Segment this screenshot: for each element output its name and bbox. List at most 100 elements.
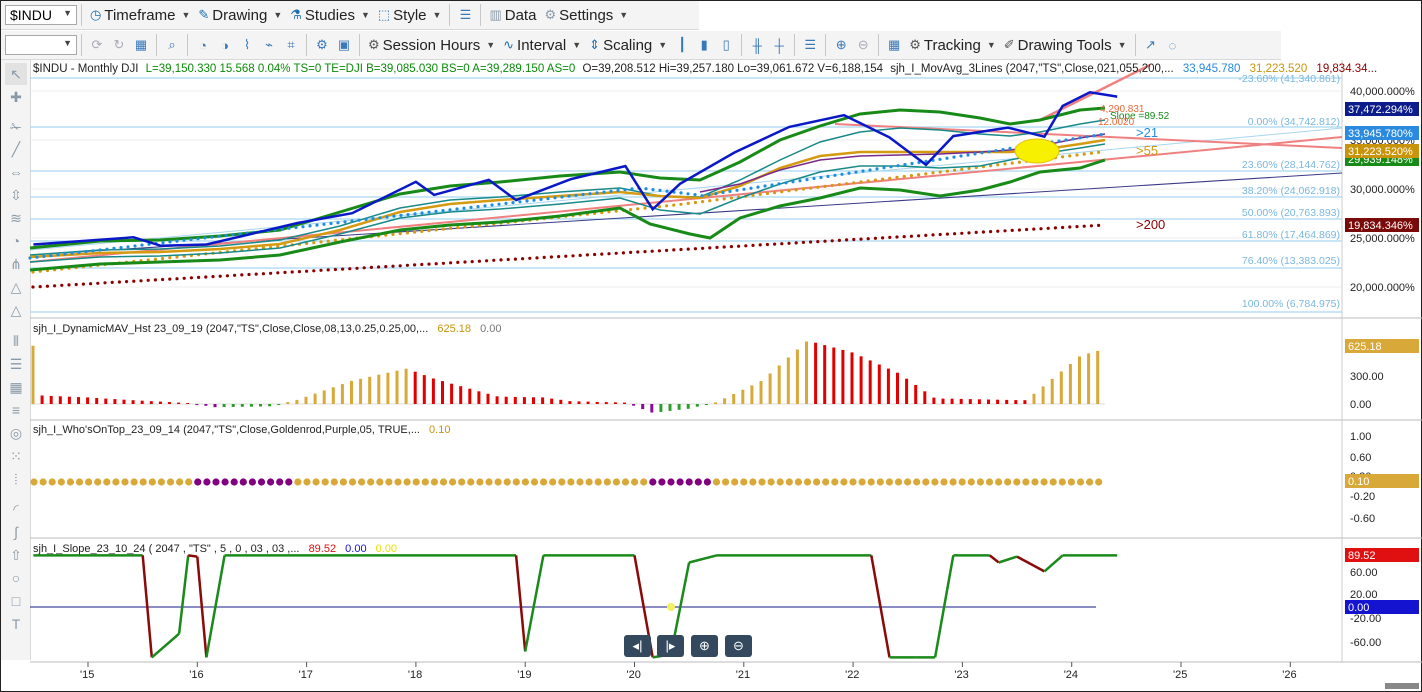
fan-icon[interactable]: ◔ <box>11 233 21 249</box>
symbol-input[interactable]: $INDU ▼ <box>5 5 77 25</box>
pitchfork-icon[interactable]: ⋔ <box>10 255 22 272</box>
format-symbol-icon[interactable]: ▣ <box>337 37 351 52</box>
ma21-dot <box>665 189 669 193</box>
rectangle-icon[interactable]: □ <box>11 593 21 609</box>
arrow-up-icon[interactable]: ⇧ <box>10 546 22 563</box>
chart-stats-icon[interactable]: ⌗ <box>287 37 295 52</box>
whos-on-top-dot <box>758 478 766 486</box>
zoom-out-icon[interactable]: ⊖ <box>857 37 869 52</box>
crosshair-icon[interactable]: ✚ <box>10 88 22 105</box>
line-tool-icon[interactable]: ╱ <box>11 140 21 157</box>
data-window-icon[interactable]: ▦ <box>888 37 901 52</box>
slope-segment <box>205 555 226 658</box>
dots-icon[interactable]: ⁙ <box>10 447 22 464</box>
wrench-icon[interactable]: ✁ <box>10 118 22 135</box>
scroll-thumb[interactable] <box>1385 683 1419 689</box>
spiral-icon[interactable]: ◎ <box>9 424 23 441</box>
hollow-candle-icon[interactable]: ▯ <box>722 37 730 52</box>
insert-indicator-icon[interactable]: ↗ <box>1145 37 1156 52</box>
settings-menu[interactable]: ⚙ Settings ▼ <box>540 3 632 27</box>
interval-menu[interactable]: ∿ Interval ▼ <box>499 33 585 57</box>
scroll-right-button[interactable]: |▸ <box>657 635 684 657</box>
ma21-dot <box>980 151 984 155</box>
scaling-menu[interactable]: ⇕ Scaling ▼ <box>585 33 671 57</box>
layout-icon[interactable]: ☰ <box>804 37 817 52</box>
whos-on-top-dot <box>94 478 102 486</box>
histogram-bar <box>786 357 790 404</box>
data-menu[interactable]: ▥ Data <box>485 3 540 27</box>
format-settings-icon[interactable]: ⚙ <box>316 37 328 52</box>
bar-chart-icon[interactable]: ┃ <box>678 37 687 52</box>
drawing-menu[interactable]: ✎ Drawing ▼ <box>194 3 286 27</box>
vertical-line-icon[interactable]: ⇳ <box>10 186 22 203</box>
layout-icon[interactable]: ☰ <box>459 7 472 22</box>
chart-trend-icon[interactable]: ⌁ <box>265 37 273 52</box>
triangle-outline-icon[interactable]: △ <box>10 301 22 318</box>
highlight-ellipse[interactable] <box>1014 138 1060 164</box>
ma21-dot <box>805 178 809 182</box>
drawing-tools-menu[interactable]: ✐ Drawing Tools ▼ <box>1000 33 1131 57</box>
zoom-in-button[interactable]: ⊕ <box>691 635 718 657</box>
candlestick-icon[interactable]: ▮ <box>700 37 708 52</box>
scroll-left-button[interactable]: ◂| <box>624 635 651 657</box>
fib-levels-icon[interactable]: ≡ <box>11 402 21 418</box>
curve-icon[interactable]: ∫ <box>14 524 18 540</box>
ma21-dot <box>847 171 851 175</box>
ma21-dot <box>882 166 886 170</box>
chevron-down-icon: ▼ <box>63 38 72 48</box>
whos-on-top-dot <box>749 478 757 486</box>
zoom-in-icon[interactable]: ⊕ <box>835 37 847 52</box>
histogram-bar <box>295 399 299 404</box>
find-symbol-icon[interactable]: ⌕ <box>168 37 176 52</box>
histogram-bar <box>923 391 927 404</box>
grid-icon[interactable]: ▦ <box>134 37 148 52</box>
ma21-dot <box>525 199 529 203</box>
timeframe-menu[interactable]: ◷ Timeframe ▼ <box>86 3 194 27</box>
style-menu[interactable]: ⬚ Style ▼ <box>374 3 446 27</box>
ellipse-icon[interactable]: ○ <box>11 570 21 586</box>
ma200-dot <box>830 239 834 243</box>
histogram-bar <box>231 404 235 407</box>
text-tool-icon[interactable]: T <box>11 616 21 632</box>
ma21-dot <box>903 163 907 167</box>
trendline-salmon[interactable] <box>29 136 1343 263</box>
panel3-header: sjh_I_Who'sOnTop_23_09_14 (2047,"TS",Clo… <box>33 424 450 436</box>
chart-analysis-icon[interactable]: ⌇ <box>243 37 251 52</box>
tracking-menu[interactable]: ⚙ Tracking ▼ <box>905 33 1000 57</box>
interval-label: Interval <box>517 36 567 54</box>
triangle-icon[interactable]: △ <box>10 278 22 295</box>
bars-spacing-icon[interactable]: ┼ <box>774 37 784 53</box>
fib-grid-icon[interactable]: ▦ <box>9 378 23 395</box>
gauge-icon[interactable]: ◔ <box>199 37 207 53</box>
ma200-dot <box>413 263 417 267</box>
zoom-out-button[interactable]: ⊖ <box>725 635 752 657</box>
bars-pane-icon[interactable]: ╫ <box>752 37 762 53</box>
refresh-icon[interactable]: ⟳ <box>91 37 103 52</box>
ma55-dot <box>161 256 165 261</box>
panel4-tag: 89.52 <box>1348 550 1376 562</box>
channel-icon[interactable]: ≋ <box>10 209 22 226</box>
pointer-icon[interactable]: ↖ <box>5 63 27 85</box>
studies-menu[interactable]: ⚗ Studies ▼ <box>286 3 374 27</box>
gann-icon[interactable]: ⦀ <box>12 332 20 349</box>
ma55-dot <box>953 168 957 172</box>
arc-icon[interactable]: ◜ <box>13 500 19 517</box>
ma200-dot <box>564 254 568 258</box>
ma55-dot <box>665 204 669 208</box>
toolbar-divider <box>81 4 82 26</box>
layout-select[interactable]: ▼ <box>5 35 77 55</box>
ma200-dot <box>125 280 129 284</box>
reload-icon[interactable]: ↻ <box>113 37 125 52</box>
ma200-dot <box>557 255 561 259</box>
performance-icon[interactable]: ◌ <box>1168 37 1177 53</box>
ma21-dot <box>875 167 879 171</box>
horizontal-line-icon[interactable]: ⇔ <box>9 164 23 180</box>
whos-on-top-dot <box>967 478 975 486</box>
session-hours-menu[interactable]: ⚙ Session Hours ▼ <box>364 33 499 57</box>
compare-icon[interactable]: ◑ <box>221 37 229 53</box>
trendline-light[interactable] <box>29 127 1343 251</box>
fib-retracement-icon[interactable]: ☰ <box>9 355 23 372</box>
chevron-down-icon: ▼ <box>619 10 629 20</box>
cycle-icon[interactable]: ⦙ <box>14 470 18 487</box>
